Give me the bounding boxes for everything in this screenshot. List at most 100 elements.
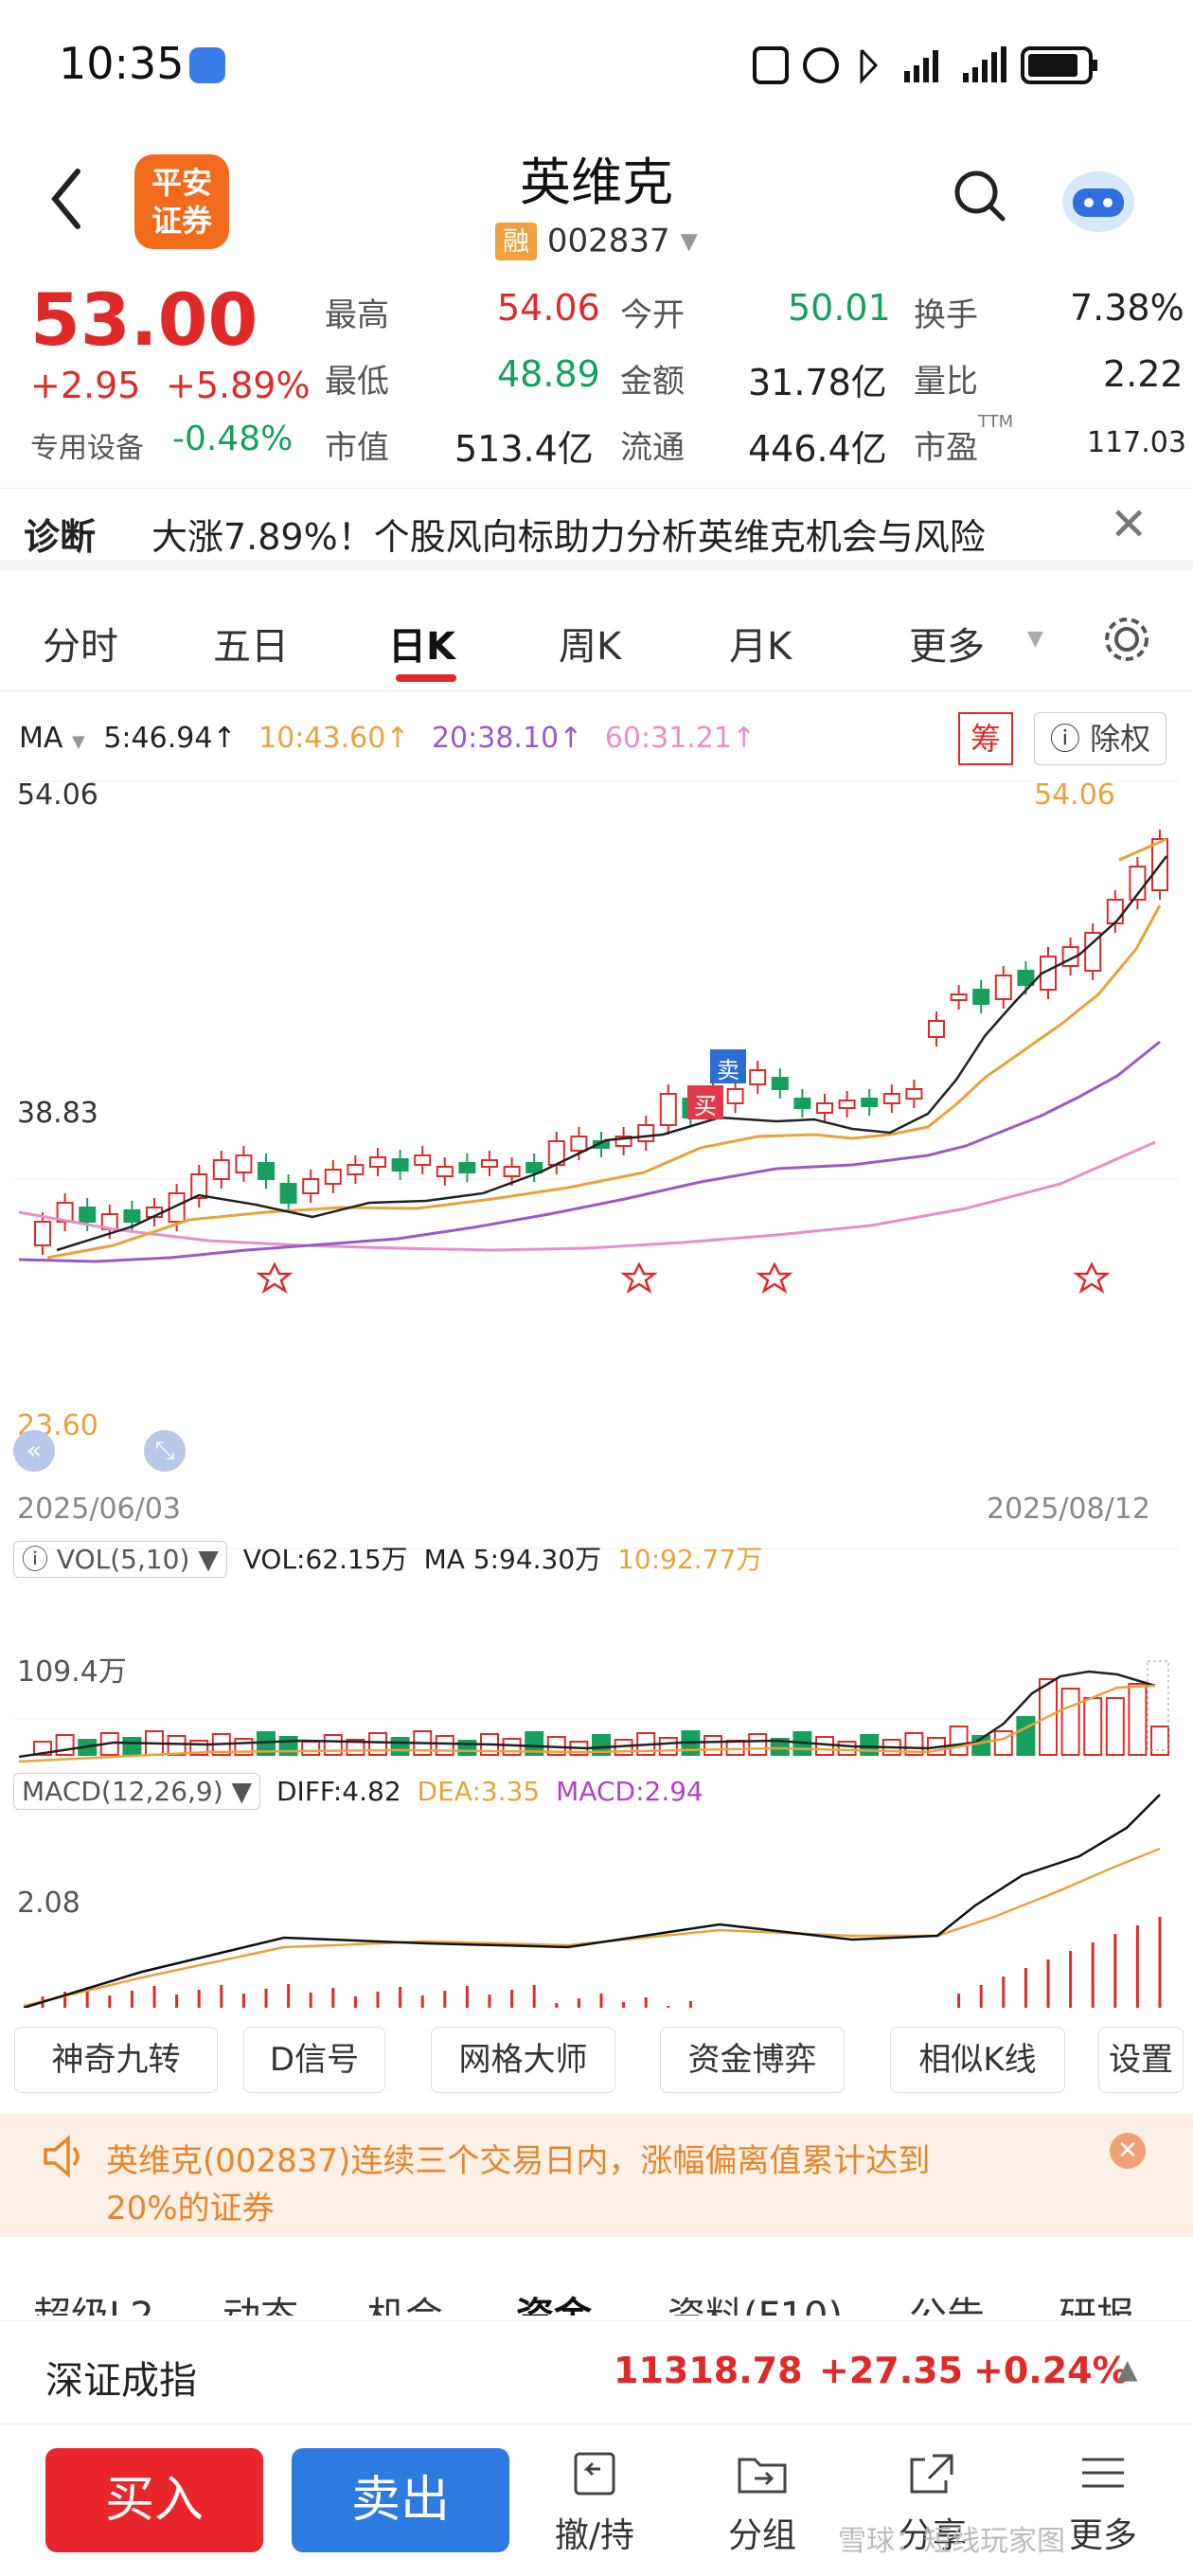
diagnosis-text[interactable]: 大涨7.89%！个股风向标助力分析英维克机会与风险 (151, 516, 986, 558)
status-bar: 10:35 (0, 0, 1193, 133)
tool-settings-button[interactable]: 设置 (1098, 2027, 1184, 2093)
tab-five-day[interactable]: 五日 (213, 625, 289, 669)
volume-bar (167, 1735, 187, 1756)
quote-panel: 53.00 +2.95 +5.89% 专用设备 -0.48% 最高 54.06 … (0, 270, 1193, 478)
volume-bar (368, 1732, 387, 1756)
sector-name[interactable]: 专用设备 (30, 432, 144, 465)
mcap-value: 513.4亿 (454, 428, 594, 470)
status-icons (753, 46, 1097, 84)
candle-body (347, 1164, 365, 1175)
settings-gear-icon[interactable] (1098, 611, 1155, 668)
ma5-line (56, 855, 1167, 1252)
macd-indicator-selector[interactable]: MACD(12,26,9) ▼ (13, 1773, 261, 1810)
buy-signal-tag (687, 1085, 723, 1119)
subtab-super-l2[interactable]: 超级L2 (33, 2285, 154, 2316)
volume-bar (301, 1741, 321, 1756)
diagnosis-label: 诊断 (24, 516, 97, 558)
candle-body (972, 989, 990, 1005)
code-dropdown-icon[interactable]: ▼ (680, 227, 698, 255)
candle-body (279, 1183, 297, 1204)
sell-button[interactable]: 卖出 (292, 2448, 509, 2552)
nav-cancel-hold[interactable]: 撤/持 (538, 2448, 651, 2557)
ma10-line (46, 904, 1162, 1260)
vol-axis-label: 109.4万 (17, 1655, 127, 1689)
subtab-research[interactable]: 研报 (1059, 2285, 1134, 2316)
tab-monthly-k[interactable]: 月K (729, 625, 792, 669)
tab-daily-k[interactable]: 日K (388, 625, 455, 669)
buy-button[interactable]: 买入 (45, 2448, 263, 2552)
chip-distribution-button[interactable]: 筹 (958, 712, 1013, 765)
tab-intraday[interactable]: 分时 (43, 625, 118, 669)
ma20-line (18, 1040, 1161, 1263)
vol-indicator-selector[interactable]: ⓘ VOL(5,10) ▼ (13, 1541, 227, 1578)
cancel-hold-icon (574, 2452, 615, 2496)
expand-icon[interactable]: ⤡ (144, 1430, 186, 1472)
more-menu-icon (1082, 2458, 1124, 2488)
abnormal-move-notice[interactable]: 英维克(002837)连续三个交易日内，涨幅偏离值累计达到 20%的证券 ✕ (0, 2114, 1193, 2237)
buy-tag-label[interactable]: 买 (694, 1093, 717, 1119)
low-value: 48.89 (497, 353, 600, 395)
tool-magic-nine-button[interactable]: 神奇九转 (14, 2027, 218, 2093)
close-icon[interactable]: ✕ (1110, 498, 1148, 551)
diff-value: DIFF:4.82 (276, 1776, 401, 1807)
search-icon[interactable] (952, 166, 1008, 232)
nav-more[interactable]: 更多 (1046, 2448, 1160, 2557)
index-expand-icon[interactable]: ▲ (1117, 2353, 1138, 2385)
tool-fund-game-button[interactable]: 资金博弈 (660, 2027, 845, 2093)
notice-close-icon[interactable]: ✕ (1110, 2133, 1146, 2169)
diagnosis-bar[interactable]: 诊断 大涨7.89%！个股风向标助力分析英维克机会与风险 ✕ (0, 488, 1193, 571)
candle-body (749, 1069, 767, 1085)
candle-body (212, 1159, 230, 1180)
candle-body (190, 1173, 208, 1199)
status-time: 10:35 (59, 38, 185, 89)
high-price-marker: 54.06 (1034, 778, 1115, 812)
subtab-announcements[interactable]: 公告 (909, 2285, 985, 2316)
amount-value: 31.78亿 (748, 362, 887, 403)
subtab-f10[interactable]: 资料(F10) (668, 2285, 843, 2316)
price-change-pct: +5.89% (166, 365, 311, 406)
dea-line (23, 1847, 1161, 2008)
subtab-dynamic[interactable]: 动态 (223, 2285, 298, 2316)
candle-body (816, 1102, 833, 1114)
candle-body (302, 1178, 320, 1194)
ai-robot-icon[interactable] (1056, 156, 1141, 242)
candle-body (593, 1140, 610, 1149)
nav-share[interactable]: 分享 (876, 2448, 989, 2557)
subtab-funds[interactable]: 资金 (516, 2285, 592, 2316)
ma20-value: 20:38.10↑ (431, 722, 583, 755)
candle-body (1017, 970, 1035, 986)
ma-label[interactable]: MA (19, 722, 63, 755)
margin-badge: 融 (495, 222, 538, 260)
info-subtabs: 超级L2 动态 机会 资金 资料(F10) 公告 研报 (0, 2259, 1193, 2316)
tool-grid-master-button[interactable]: 网格大师 (431, 2027, 615, 2093)
volume-bar (748, 1733, 768, 1756)
subtab-opportunity[interactable]: 机会 (367, 2285, 443, 2316)
volume-bar (1083, 1697, 1103, 1756)
date-start: 2025/06/03 (17, 1493, 181, 1526)
candle-body (79, 1207, 97, 1223)
tab-weekly-k[interactable]: 周K (559, 625, 622, 669)
tool-similar-kline-button[interactable]: 相似K线 (890, 2027, 1065, 2093)
ex-rights-button[interactable]: ⓘ 除权 (1034, 712, 1166, 765)
ma60-line (18, 1140, 1156, 1252)
ma-dropdown-icon[interactable]: ▼ (71, 732, 85, 752)
sell-tag-label[interactable]: 卖 (717, 1057, 739, 1083)
tool-d-signal-button[interactable]: D信号 (243, 2027, 385, 2093)
vol-ratio-value: 2.22 (1103, 353, 1184, 395)
kline-svg[interactable] (0, 777, 1193, 2008)
kline-chart-area[interactable]: MA ▼ 5:46.94↑ 10:43.60↑ 20:38.10↑ 60:31.… (0, 701, 1193, 2008)
dea-value: DEA:3.35 (417, 1776, 541, 1807)
more-dropdown-icon[interactable]: ▼ (1027, 627, 1043, 651)
speaker-icon (44, 2135, 80, 2178)
tab-more[interactable]: 更多 (909, 625, 985, 669)
candle-body (391, 1158, 409, 1172)
candle-body (458, 1162, 476, 1173)
scroll-left-icon[interactable]: « (13, 1430, 55, 1472)
index-ticker-bar[interactable]: 深证成指 11318.78 +27.35 +0.24% ▲ (0, 2320, 1193, 2424)
nav-group[interactable]: 分组 (705, 2448, 819, 2557)
candle-body (1106, 899, 1124, 924)
back-icon[interactable] (47, 166, 85, 232)
xueqiu-watermark: 雪球：短线玩家图 (838, 2525, 1065, 2558)
volume-bar (770, 1738, 790, 1756)
volume-bar (435, 1735, 454, 1756)
